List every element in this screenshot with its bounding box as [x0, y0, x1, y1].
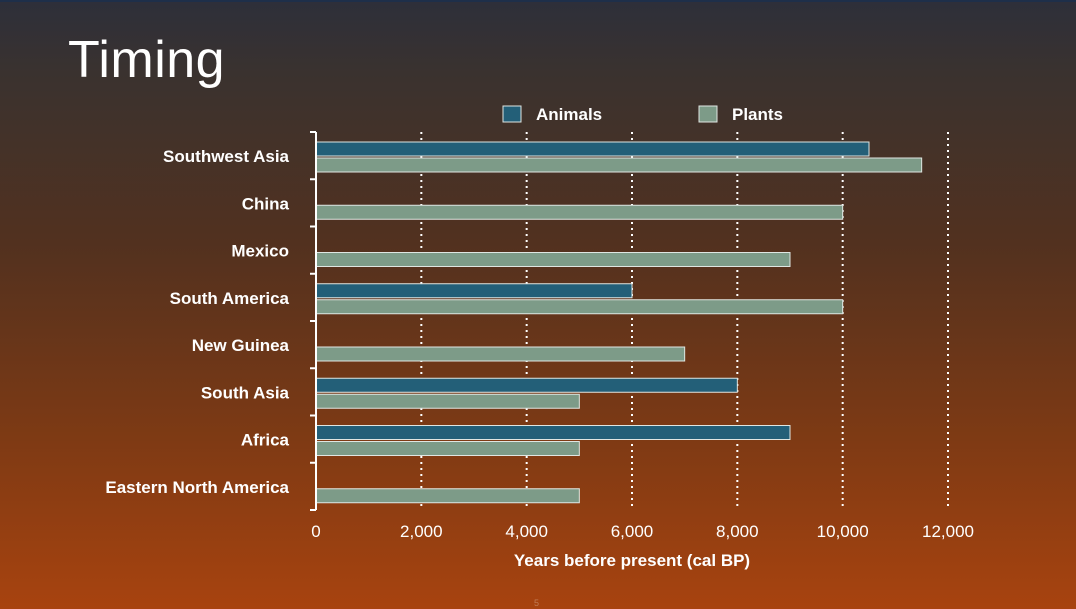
- axis-layer: [310, 131, 317, 511]
- category-label: New Guinea: [192, 336, 290, 355]
- category-label: Africa: [241, 431, 290, 450]
- x-tick-label: 0: [311, 522, 320, 541]
- legend-swatch-plants: [698, 105, 718, 123]
- legend: Animals Plants: [502, 105, 783, 124]
- bar-plants-china: [315, 204, 844, 220]
- bar-plants-new-guinea: [315, 346, 686, 362]
- x-tick-label: 10,000: [817, 522, 869, 541]
- x-tick-label: 2,000: [400, 522, 443, 541]
- x-tick-label: 6,000: [611, 522, 654, 541]
- legend-label-animals: Animals: [536, 105, 602, 124]
- category-label: Mexico: [231, 242, 289, 261]
- x-tick-label: 4,000: [505, 522, 548, 541]
- legend-swatch-animals: [502, 105, 522, 123]
- category-label: Eastern North America: [105, 478, 289, 497]
- category-label: Southwest Asia: [163, 147, 289, 166]
- x-tick-label: 12,000: [922, 522, 974, 541]
- bar-animals-south-america: [315, 283, 633, 299]
- bar-plants-eastern-north-america: [315, 488, 580, 504]
- bar-plants-africa: [315, 441, 580, 456]
- bar-plants-mexico: [315, 252, 791, 267]
- legend-label-plants: Plants: [732, 105, 783, 124]
- label-layer: Southwest Asia China Mexico South America Ne…: [105, 147, 974, 570]
- bar-animals-africa: [315, 425, 791, 440]
- slide-title: Timing: [68, 31, 226, 89]
- bar-plants-southwest-asia: [315, 157, 923, 173]
- top-border: [0, 0, 1076, 2]
- page-number: 5: [534, 598, 540, 608]
- bar-animals-south-asia: [315, 377, 738, 393]
- bar-plants-south-asia: [315, 393, 580, 409]
- x-axis-title: Years before present (cal BP): [514, 551, 750, 570]
- bar-animals-southwest-asia: [315, 141, 870, 157]
- category-label: China: [242, 194, 290, 213]
- x-tick-label: 8,000: [716, 522, 759, 541]
- bar-layer: [315, 141, 923, 504]
- category-label: South Asia: [201, 383, 290, 402]
- category-label: South America: [170, 289, 290, 308]
- bar-plants-south-america: [315, 299, 844, 315]
